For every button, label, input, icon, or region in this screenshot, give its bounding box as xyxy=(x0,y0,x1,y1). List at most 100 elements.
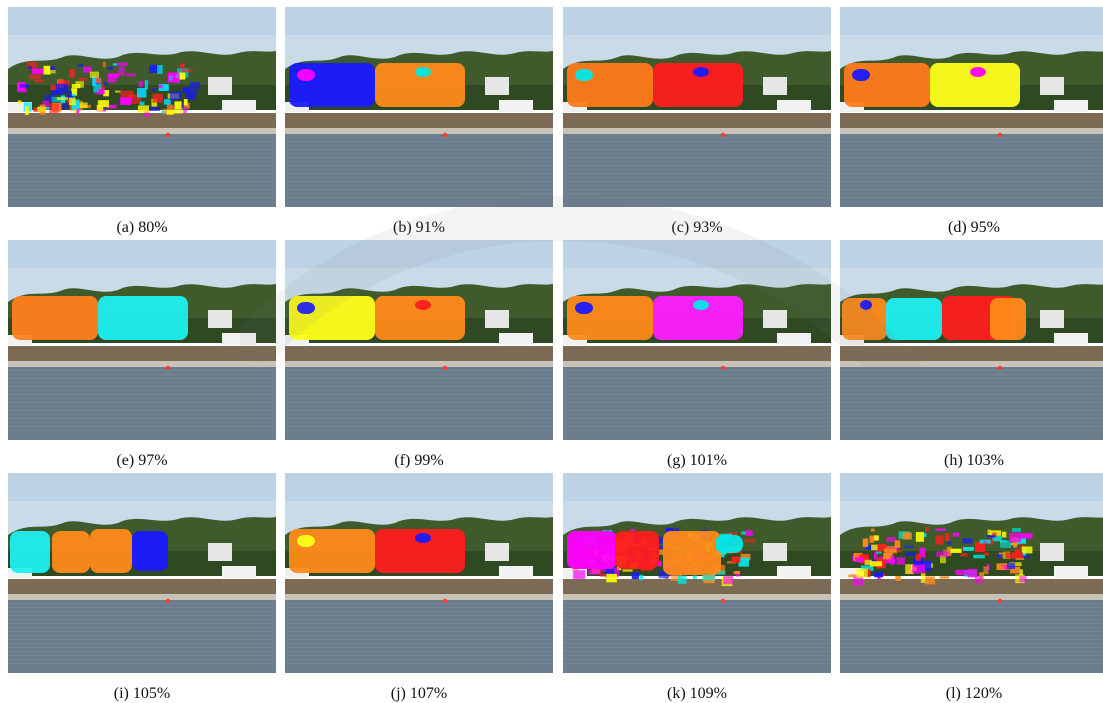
segment-speckle xyxy=(49,103,59,114)
water-wave xyxy=(840,647,1103,648)
water-wave xyxy=(285,390,553,391)
water-wave xyxy=(285,193,553,194)
water xyxy=(285,367,553,440)
house-shore xyxy=(499,566,533,578)
segment-speckle xyxy=(147,107,160,111)
segment-speckle xyxy=(57,79,70,87)
segment-speckle xyxy=(20,84,29,88)
segment-speckle xyxy=(51,96,62,103)
water-wave xyxy=(8,639,276,640)
buoy-red xyxy=(720,365,726,371)
water xyxy=(563,367,831,440)
beach xyxy=(840,113,1103,131)
water-wave xyxy=(563,370,831,371)
segment-speckle xyxy=(170,73,180,83)
beach xyxy=(285,579,553,597)
segment-speckle xyxy=(183,99,188,106)
landscape-photo xyxy=(563,240,831,440)
segment-speckle xyxy=(670,574,682,581)
segment-speckle xyxy=(960,553,968,557)
panel-caption: (f) 99% xyxy=(394,452,444,469)
landscape-photo xyxy=(840,7,1103,207)
beach xyxy=(840,579,1103,597)
segment-4 xyxy=(132,531,168,571)
water-wave xyxy=(563,185,831,186)
water-wave xyxy=(285,398,553,399)
water-wave xyxy=(8,169,276,170)
segment-speckle xyxy=(974,542,986,553)
water-wave xyxy=(840,655,1103,656)
segment-speckle xyxy=(983,540,987,544)
water-wave xyxy=(840,378,1103,379)
water-wave xyxy=(840,197,1103,198)
water-wave xyxy=(8,418,276,419)
segment-speckle xyxy=(178,72,186,80)
figure-panel: (i) 105% xyxy=(8,473,276,702)
water-wave xyxy=(563,153,831,154)
landscape-photo xyxy=(8,7,276,207)
segment-small-2 xyxy=(415,67,431,77)
water-wave xyxy=(285,189,553,190)
segment-speckle xyxy=(912,564,925,574)
segment-speckle xyxy=(952,532,959,537)
segment-speckle xyxy=(166,109,174,115)
segment-speckle xyxy=(158,84,169,91)
sand xyxy=(285,594,553,600)
water-wave xyxy=(840,193,1103,194)
sand xyxy=(285,128,553,134)
segment-speckle xyxy=(987,529,991,536)
water-wave xyxy=(8,410,276,411)
water-wave xyxy=(563,603,831,604)
water-wave xyxy=(563,615,831,616)
segment-speckle xyxy=(48,69,56,74)
figure-panel: (h) 103% xyxy=(840,240,1103,469)
figure-panel: (a) 80% xyxy=(8,7,276,236)
water-wave xyxy=(840,145,1103,146)
landscape-photo xyxy=(8,240,276,440)
water-wave xyxy=(285,169,553,170)
segment-speckle xyxy=(118,66,125,76)
segment-speckle xyxy=(112,63,117,66)
water-wave xyxy=(8,141,276,142)
sky-upper xyxy=(563,240,831,268)
buoy-red xyxy=(165,598,171,604)
segment-speckle xyxy=(946,546,952,556)
water-wave xyxy=(285,663,553,664)
water-wave xyxy=(285,422,553,423)
segment-speckle xyxy=(83,66,92,73)
segment-speckle xyxy=(32,68,44,75)
water-wave xyxy=(563,418,831,419)
water-wave xyxy=(840,181,1103,182)
segment-speckle xyxy=(97,100,109,108)
water-wave xyxy=(840,418,1103,419)
water-wave xyxy=(840,157,1103,158)
segment-speckle xyxy=(883,552,893,560)
segment-speckle xyxy=(125,73,136,77)
landscape-photo xyxy=(285,240,553,440)
water-wave xyxy=(285,157,553,158)
segment-speckle xyxy=(726,561,737,564)
figure-panel: (e) 97% xyxy=(8,240,276,469)
water-wave xyxy=(840,627,1103,628)
segment-speckle xyxy=(163,99,171,105)
segment-speckle xyxy=(967,568,978,578)
water-wave xyxy=(8,173,276,174)
segment-speckle xyxy=(44,94,54,102)
segment-speckle xyxy=(944,533,950,542)
water-wave xyxy=(8,659,276,660)
segment-speckle xyxy=(904,545,914,549)
segment-speckle xyxy=(179,102,190,109)
water-wave xyxy=(285,374,553,375)
segment-speckle xyxy=(864,559,872,565)
water-wave xyxy=(563,169,831,170)
water-wave xyxy=(840,153,1103,154)
water-wave xyxy=(8,398,276,399)
figure-panel: (k) 109% xyxy=(563,473,831,702)
water-wave xyxy=(285,181,553,182)
segment-speckle xyxy=(1011,552,1024,559)
water-wave xyxy=(840,639,1103,640)
segment-speckle xyxy=(992,532,997,538)
segment-speckle xyxy=(152,88,157,91)
water-wave xyxy=(563,619,831,620)
segment-speckle xyxy=(962,538,973,544)
